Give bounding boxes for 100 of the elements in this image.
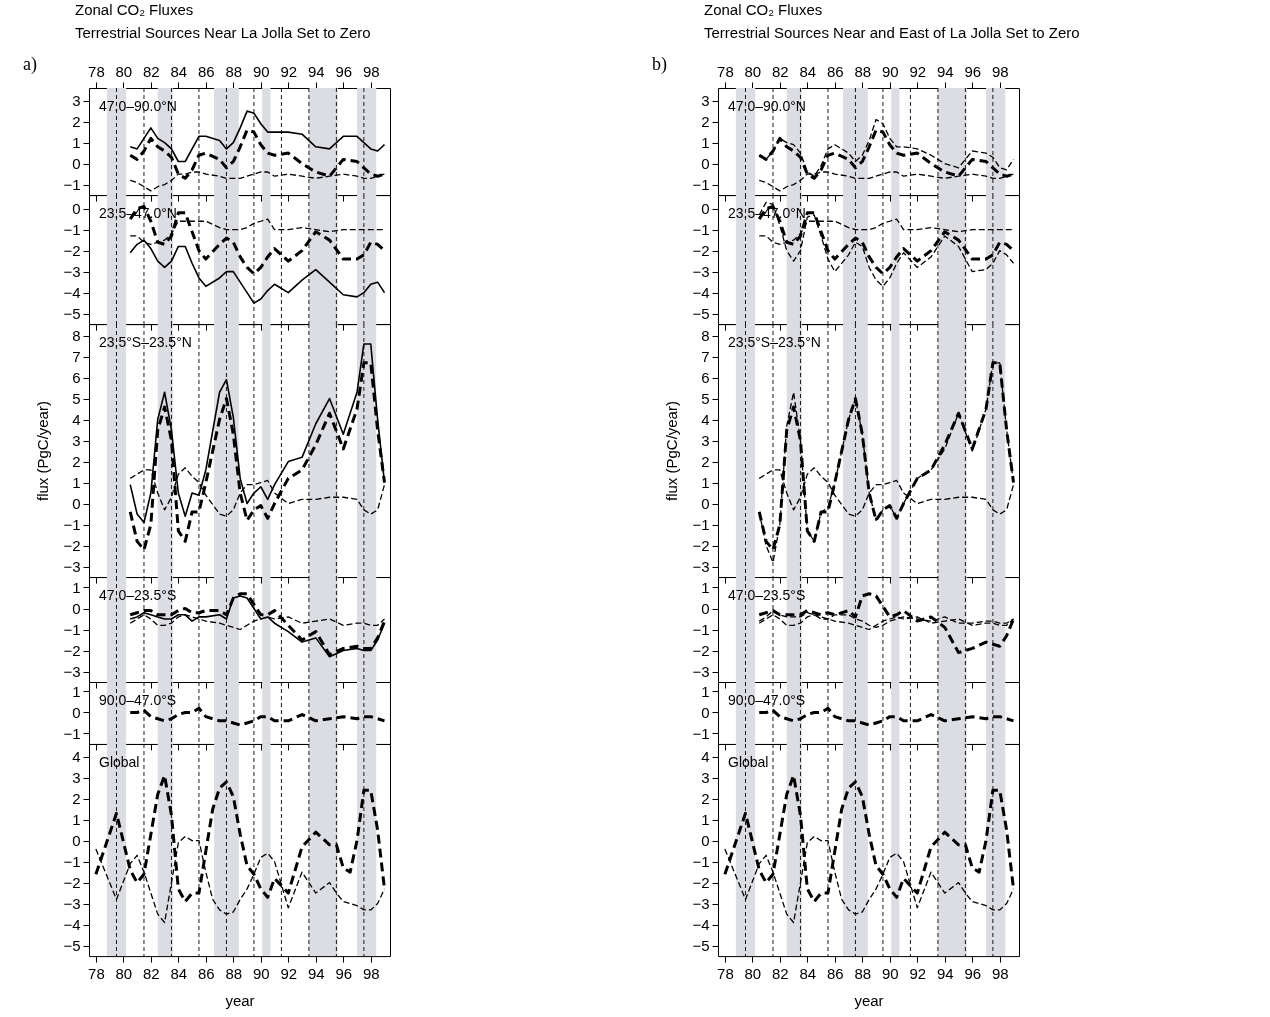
x2-tick-label: 98 [991,63,1009,81]
y-tick-label: 0 [701,495,710,513]
y-tick-label: −1 [63,221,81,239]
y-tick-label: 3 [72,92,81,110]
y-tick-label: 0 [701,200,710,218]
y-tick-label: 0 [701,832,710,850]
x-tick-label: 98 [991,964,1009,982]
y-tick-label: 1 [72,474,81,492]
y-tick-label: 0 [72,600,81,618]
x-tick-label: 82 [772,964,789,982]
y-tick-label: 0 [701,600,710,618]
x2-tick-label: 90 [881,63,899,81]
y-tick-label: −3 [692,263,710,281]
y-axis-title: flux (PgC/year) [663,401,681,502]
y-tick-label: 4 [701,748,710,766]
x2-tick-label: 94 [307,63,325,81]
y-tick-label: 4 [72,411,81,429]
x-tick-label: 98 [362,964,380,982]
y-tick-label: −1 [692,853,710,871]
y-tick-label: 1 [72,811,81,829]
y-tick-label: 0 [72,155,81,173]
annotation: 90.0–47.0°S [728,692,806,709]
y-tick-label: 0 [72,704,81,722]
x-tick-label: 86 [197,964,215,982]
y-tick-label: 1 [701,683,710,701]
x-tick-label: 88 [854,964,872,982]
x-tick-label: 94 [936,964,954,982]
y-tick-label: 7 [72,348,81,366]
x-axis-title: year [854,991,884,1009]
x-tick-label: 86 [826,964,844,982]
text: a) [23,54,37,74]
annotation: 23.5°S–23.5°N [99,334,192,351]
y-tick-label: 8 [72,327,81,345]
y-tick-label: −2 [63,242,81,260]
y-tick-label: −5 [63,305,81,323]
y-tick-label: −3 [63,663,81,681]
y-tick-label: −4 [63,916,81,934]
y-tick-label: −2 [692,642,710,660]
y-tick-label: −4 [692,284,710,302]
y-tick-label: 3 [72,432,81,450]
y-tick-label: −2 [692,874,710,892]
y-tick-label: −3 [692,663,710,681]
y-tick-label: −2 [63,537,81,555]
y-tick-label: 1 [72,134,81,152]
y-tick-label: −4 [63,284,81,302]
x2-tick-label: 88 [854,63,872,81]
x2-tick-label: 96 [335,63,353,81]
annotation: 23.5°S–23.5°N [728,334,821,351]
x2-tick-label: 90 [252,63,270,81]
y-tick-label: 1 [701,579,710,597]
y-tick-label: −3 [63,558,81,576]
y-tick-label: 1 [701,134,710,152]
y-tick-label: −1 [63,725,81,743]
x2-tick-label: 78 [717,63,734,81]
y-tick-label: 2 [701,790,710,808]
y-tick-label: −2 [692,242,710,260]
y-tick-label: 0 [701,155,710,173]
y-tick-label: −1 [63,176,81,194]
y-tick-label: 1 [701,811,710,829]
x2-tick-label: 92 [909,63,927,81]
y-tick-label: −3 [692,558,710,576]
y-tick-label: 2 [72,113,81,131]
x2-tick-label: 86 [826,63,844,81]
chart-subtitle: Terrestrial Sources Near and East of La Jolla Set to Zero [704,24,1080,41]
x2-tick-label: 84 [170,63,188,81]
y-tick-label: 4 [72,748,81,766]
y-tick-label: −3 [63,263,81,281]
y-tick-label: 1 [701,474,710,492]
x2-tick-label: 80 [744,63,762,81]
y-tick-label: −1 [63,853,81,871]
annotation: 47.0–23.5°S [728,587,806,604]
y-tick-label: 1 [72,579,81,597]
y-tick-label: −1 [692,725,710,743]
y-tick-label: −1 [692,221,710,239]
y-tick-label: 5 [72,390,81,408]
y-tick-label: 0 [72,495,81,513]
x-tick-label: 78 [88,964,105,982]
y-tick-label: 2 [72,790,81,808]
y-tick-label: −2 [692,537,710,555]
y-tick-label: 3 [72,769,81,787]
y-tick-label: 6 [72,369,81,387]
annotation: 90.0–47.0°S [99,692,177,709]
y-tick-label: −1 [63,621,81,639]
x2-tick-label: 78 [88,63,105,81]
annotation: 47.0–23.5°S [99,587,177,604]
annotation: 47.0–90.0°N [728,98,806,114]
x-tick-label: 84 [170,964,188,982]
y-tick-label: −3 [63,895,81,913]
text: b) [652,54,667,74]
x-tick-label: 96 [335,964,353,982]
x2-tick-label: 94 [936,63,954,81]
y-tick-label: −1 [692,621,710,639]
x2-tick-label: 98 [362,63,380,81]
x2-tick-label: 80 [115,63,133,81]
y-tick-label: −4 [692,916,710,934]
y-tick-label: −5 [692,305,710,323]
y-tick-label: 0 [72,200,81,218]
y-tick-label: −1 [692,176,710,194]
y-tick-label: 2 [701,453,710,471]
x-tick-label: 94 [307,964,325,982]
